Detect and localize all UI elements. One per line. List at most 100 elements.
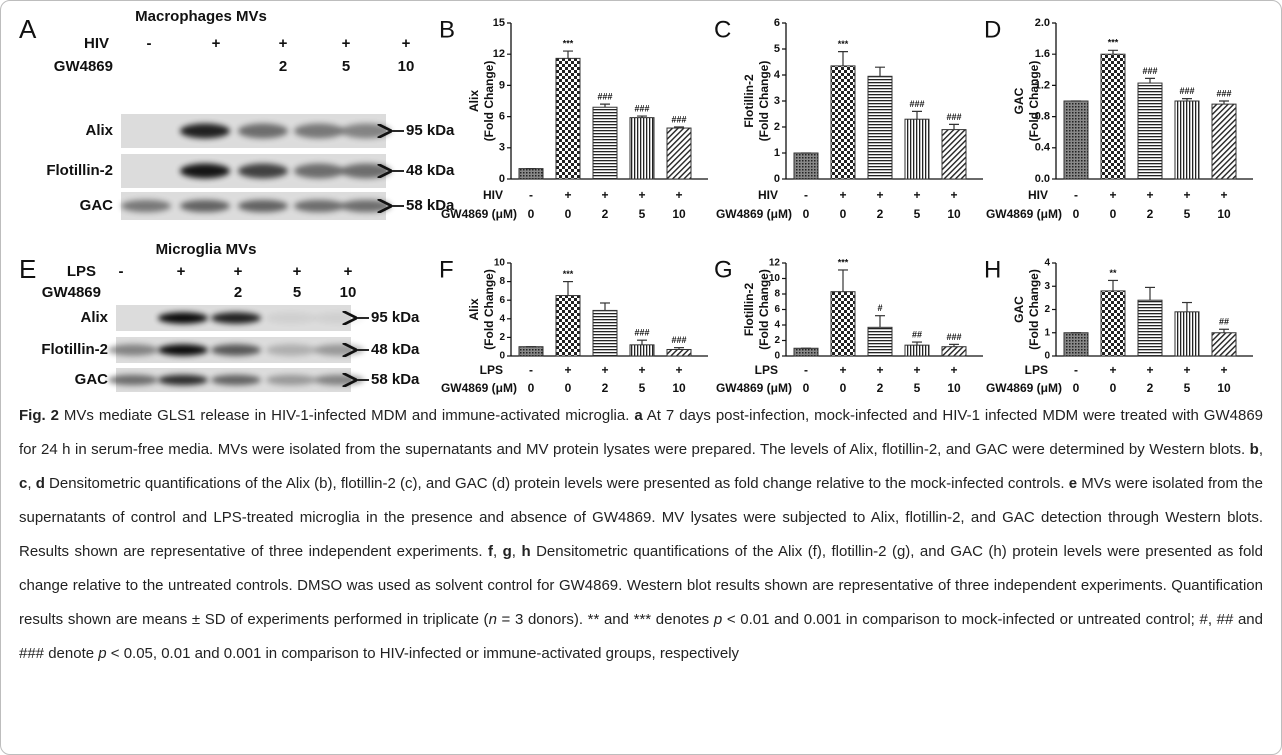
row-value: 2	[234, 284, 242, 301]
blot-band	[180, 200, 230, 212]
x-tick-label: 0	[1110, 207, 1117, 221]
panel-ref: e	[1069, 475, 1077, 492]
row-label: GW4869	[54, 58, 113, 75]
x-tick-label: 0	[840, 207, 847, 221]
y-tick-label: 2	[774, 121, 780, 133]
treatment: +	[564, 363, 571, 377]
symbol: n	[489, 611, 497, 628]
treatment: +	[913, 363, 920, 377]
treatment: +	[950, 363, 957, 377]
x-tick-label: 2	[1147, 207, 1154, 221]
row-label: GW4869	[42, 284, 101, 301]
bar	[794, 348, 818, 356]
y-axis-label: (Fold Change)	[757, 61, 771, 142]
x-tick-label: 5	[914, 207, 921, 221]
y-tick-label: 12	[493, 48, 505, 60]
treatment: +	[564, 188, 571, 202]
significance: ***	[563, 269, 574, 279]
row-label: HIV	[758, 188, 778, 202]
row-value: 10	[340, 284, 357, 301]
significance: #	[877, 303, 882, 313]
blot-band	[180, 124, 230, 139]
caption-text: = 3 donors). ** and *** denotes	[497, 611, 714, 628]
blot-band	[238, 164, 288, 179]
significance: ##	[912, 329, 922, 339]
bar	[1101, 54, 1125, 179]
y-axis-label: (Fold Change)	[482, 61, 496, 142]
bar	[831, 66, 855, 179]
y-axis-label: GAC	[1012, 296, 1026, 323]
blot-band	[341, 164, 391, 179]
blot-band	[108, 344, 158, 355]
band-size: 58 kDa	[371, 371, 420, 388]
row-label: GW4869 (μM)	[986, 381, 1062, 395]
row-label: HIV	[483, 188, 503, 202]
significance: ###	[946, 112, 961, 122]
treatment: +	[638, 188, 645, 202]
significance: ###	[946, 332, 961, 342]
y-tick-label: 4	[774, 320, 780, 331]
significance: ###	[634, 103, 649, 113]
row-value: +	[234, 263, 243, 280]
row-value: +	[177, 263, 186, 280]
blot-band	[121, 200, 171, 212]
y-tick-label: 3	[499, 142, 505, 154]
treatment: -	[804, 363, 808, 377]
treatment: +	[1146, 188, 1153, 202]
panel-ref: h	[521, 543, 530, 560]
bar	[868, 76, 892, 179]
x-tick-label: 0	[528, 381, 535, 395]
y-axis-label: GAC	[1012, 87, 1026, 114]
blot-band	[158, 375, 208, 386]
x-tick-label: 2	[602, 381, 609, 395]
y-tick-label: 2	[1044, 304, 1050, 315]
bar	[1064, 101, 1088, 179]
y-axis-label: (Fold Change)	[1027, 61, 1041, 142]
panel-letter: B	[439, 16, 455, 43]
row-value: 10	[398, 58, 415, 75]
bar	[1175, 312, 1199, 356]
y-tick-label: 8	[499, 276, 505, 287]
significance: ***	[838, 257, 849, 267]
fig-label: Fig. 2	[19, 407, 59, 424]
y-tick-label: 10	[769, 273, 781, 284]
blot-band	[108, 375, 158, 386]
bar	[831, 292, 855, 356]
row-value: 5	[342, 58, 350, 75]
y-tick-label: 10	[494, 258, 506, 269]
row-value: +	[293, 263, 302, 280]
row-value: 5	[293, 284, 301, 301]
row-value: +	[342, 35, 351, 52]
y-axis-label: Flotillin-2	[742, 283, 756, 337]
y-tick-label: 4	[499, 313, 505, 324]
blot-band	[266, 312, 316, 323]
row-label: GW4869 (μM)	[441, 207, 517, 221]
x-tick-label: 0	[565, 381, 572, 395]
x-tick-label: 5	[639, 381, 646, 395]
row-label: LPS	[480, 363, 503, 377]
y-tick-label: 0	[774, 351, 780, 362]
x-tick-label: 0	[803, 207, 810, 221]
y-tick-label: 2.0	[1035, 17, 1050, 29]
blot-band	[341, 200, 391, 212]
blot-band	[211, 312, 261, 323]
significance: ###	[597, 91, 612, 101]
treatment: +	[1220, 188, 1227, 202]
bar	[905, 345, 929, 356]
caption-text: < 0.05, 0.01 and 0.001 in comparison to …	[107, 645, 739, 662]
panel-ref: b	[1250, 441, 1259, 458]
blot-band	[158, 312, 208, 323]
x-tick-label: 5	[1184, 381, 1191, 395]
bar	[630, 118, 654, 179]
row-label: GW4869 (μM)	[716, 207, 792, 221]
bar	[868, 327, 892, 356]
y-tick-label: 6	[774, 17, 780, 29]
significance: ###	[1179, 86, 1194, 96]
blot-band	[211, 375, 261, 386]
y-axis-label: (Fold Change)	[1027, 269, 1041, 350]
blot-band	[158, 344, 208, 355]
y-tick-label: 9	[499, 79, 505, 91]
blot-band	[211, 344, 261, 355]
blot-band	[294, 164, 344, 179]
